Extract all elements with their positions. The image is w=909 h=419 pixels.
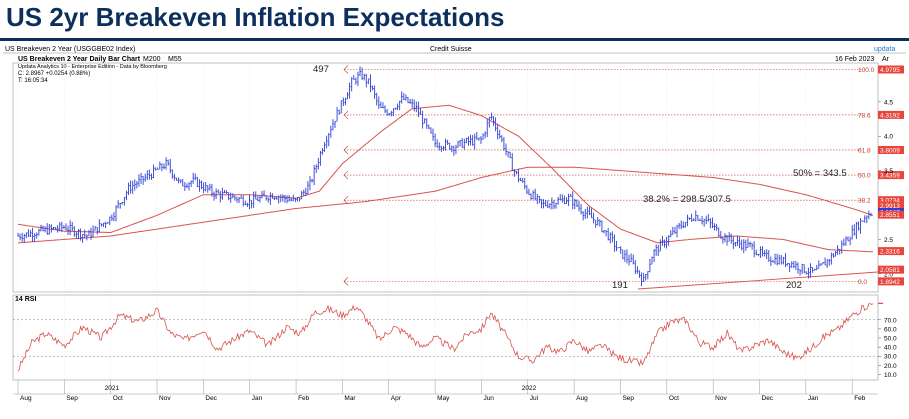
x-tick-label: Feb [854, 395, 866, 402]
chart: US Breakeven 2 Year (USGGBE02 Index) Cre… [3, 46, 906, 402]
rsi-line [17, 303, 874, 372]
price-tick-label: 2.5 [884, 237, 893, 244]
annotation-low2: 202 [786, 280, 802, 291]
fib-tag-bg [878, 277, 904, 286]
price-tag-text: 2.9913 [880, 203, 900, 210]
annotation-low1: 191 [612, 280, 628, 291]
annotation-fib50: 50% = 343.5 [793, 168, 847, 179]
x-tick-label: Jan [808, 395, 819, 402]
fib-levels: 100.0 4.9795 78.6 4.3192 61.8 3.8009 50.0 3.435… [343, 65, 904, 286]
scale-mode: Ar [882, 56, 890, 63]
fib-arrow [343, 195, 349, 205]
brand-label: updata [874, 46, 896, 53]
x-tick-label: Oct [113, 395, 123, 402]
fib-tag-text: 3.8009 [880, 147, 900, 154]
year-label: 2021 [105, 385, 120, 392]
fib-label: 0.0 [858, 279, 867, 286]
price-tag-bg [878, 265, 904, 274]
fib-tag-bg [878, 65, 904, 74]
fib-arrow [343, 277, 349, 286]
price-tag-text: 2.3316 [880, 249, 900, 256]
time-line: T: 16:05:34 [18, 78, 48, 84]
moving-averages [17, 104, 874, 253]
fib-label: 50.0 [858, 173, 871, 180]
x-tick-label: Nov [715, 395, 727, 402]
rsi-tick-label: 70.0 [884, 317, 897, 324]
price-tick-label: 4.0 [884, 134, 893, 141]
close-line: C: 2.8967 +0.0254 (0.88%) [18, 71, 90, 77]
title-rule [0, 38, 909, 41]
x-tick-label: Nov [159, 395, 171, 402]
ma55-line [17, 104, 874, 253]
x-tick-label: Aug [576, 395, 588, 402]
trendlines [637, 271, 879, 290]
x-tick-label: Jul [530, 395, 539, 402]
x-tick-label: May [437, 395, 450, 402]
x-tick-label: Aug [20, 395, 32, 402]
rsi-tick-label: 30.0 [884, 354, 897, 361]
price-tag-bg [878, 210, 904, 219]
fib-tag-text: 3.4359 [880, 173, 900, 180]
fib-tag-bg [878, 196, 904, 205]
price-tag-bg [878, 247, 904, 256]
fib-tag-text: 4.3192 [880, 112, 900, 119]
edition-line: Updata Analytics 10 - Enterprise Edition… [18, 64, 167, 70]
chart-date: 16 Feb 2023 [835, 56, 874, 63]
gridlines [13, 64, 878, 379]
x-tick-label: Jan [252, 395, 263, 402]
rsi-tick-label: 20.0 [884, 363, 897, 370]
price-tick-label: 2.0 [884, 271, 893, 278]
fib-label: 78.6 [858, 112, 871, 119]
fib-label: 38.2 [858, 198, 871, 205]
rsi-tick-label: 60.0 [884, 326, 897, 333]
x-tick-label: Mar [344, 395, 356, 402]
rsi-tick-label: 50.0 [884, 336, 897, 343]
price-tag-text: 2.0581 [880, 267, 900, 274]
price-bars [17, 66, 873, 287]
fib-tag-text: 1.8942 [880, 279, 900, 286]
rsi-tick-label: 40.0 [884, 345, 897, 352]
fib-tag-bg [878, 171, 904, 180]
rsi-panel [12, 294, 879, 381]
x-tick-label: Jun [483, 395, 494, 402]
x-tick-label: Feb [298, 395, 310, 402]
price-tick-label: 4.5 [884, 99, 893, 106]
fib-arrow [343, 145, 349, 155]
annotation-fib382: 38.2% = 298.5/307.5 [643, 194, 731, 205]
fib-tag-bg [878, 110, 904, 119]
fib-arrow [343, 110, 349, 120]
price-tick-label: 3.5 [884, 168, 893, 175]
rsi-label: 14 RSI [15, 296, 36, 303]
fib-arrow [343, 65, 349, 74]
page-title: US 2yr Breakeven Inflation Expectations [6, 2, 505, 32]
x-tick-label: Apr [391, 395, 402, 402]
x-tick-label: Sep [622, 395, 634, 402]
price-tag-text: 2.8551 [880, 212, 900, 219]
rsi-tick-label: 10.0 [884, 372, 897, 379]
instrument-name: US Breakeven 2 Year (USGGBE02 Index) [5, 46, 135, 53]
x-tick-label: Oct [669, 395, 679, 402]
price-tag-bg [878, 201, 904, 210]
fib-tag-text: 4.9795 [880, 67, 900, 74]
source-label: Credit Suisse [430, 46, 472, 53]
ma-short-label: M55 [168, 56, 182, 63]
ma-long-label: M200 [143, 56, 161, 63]
year-label: 2022 [522, 385, 537, 392]
fib-label: 61.8 [858, 147, 871, 154]
fib-tag-bg [878, 145, 904, 154]
x-tick-label: Dec [205, 395, 217, 402]
ma200-line [17, 166, 874, 244]
fib-arrow [343, 170, 349, 180]
rsi-series [17, 303, 874, 372]
fib-label: 100.0 [858, 67, 875, 74]
fib-tag-text: 3.0734 [880, 198, 900, 205]
support-trendline [637, 271, 879, 290]
x-tick-label: Dec [762, 395, 774, 402]
chart-name: US Breakeven 2 Year Daily Bar Chart [18, 56, 141, 63]
x-tick-label: Sep [66, 395, 78, 402]
annotation-high: 497 [313, 64, 329, 75]
